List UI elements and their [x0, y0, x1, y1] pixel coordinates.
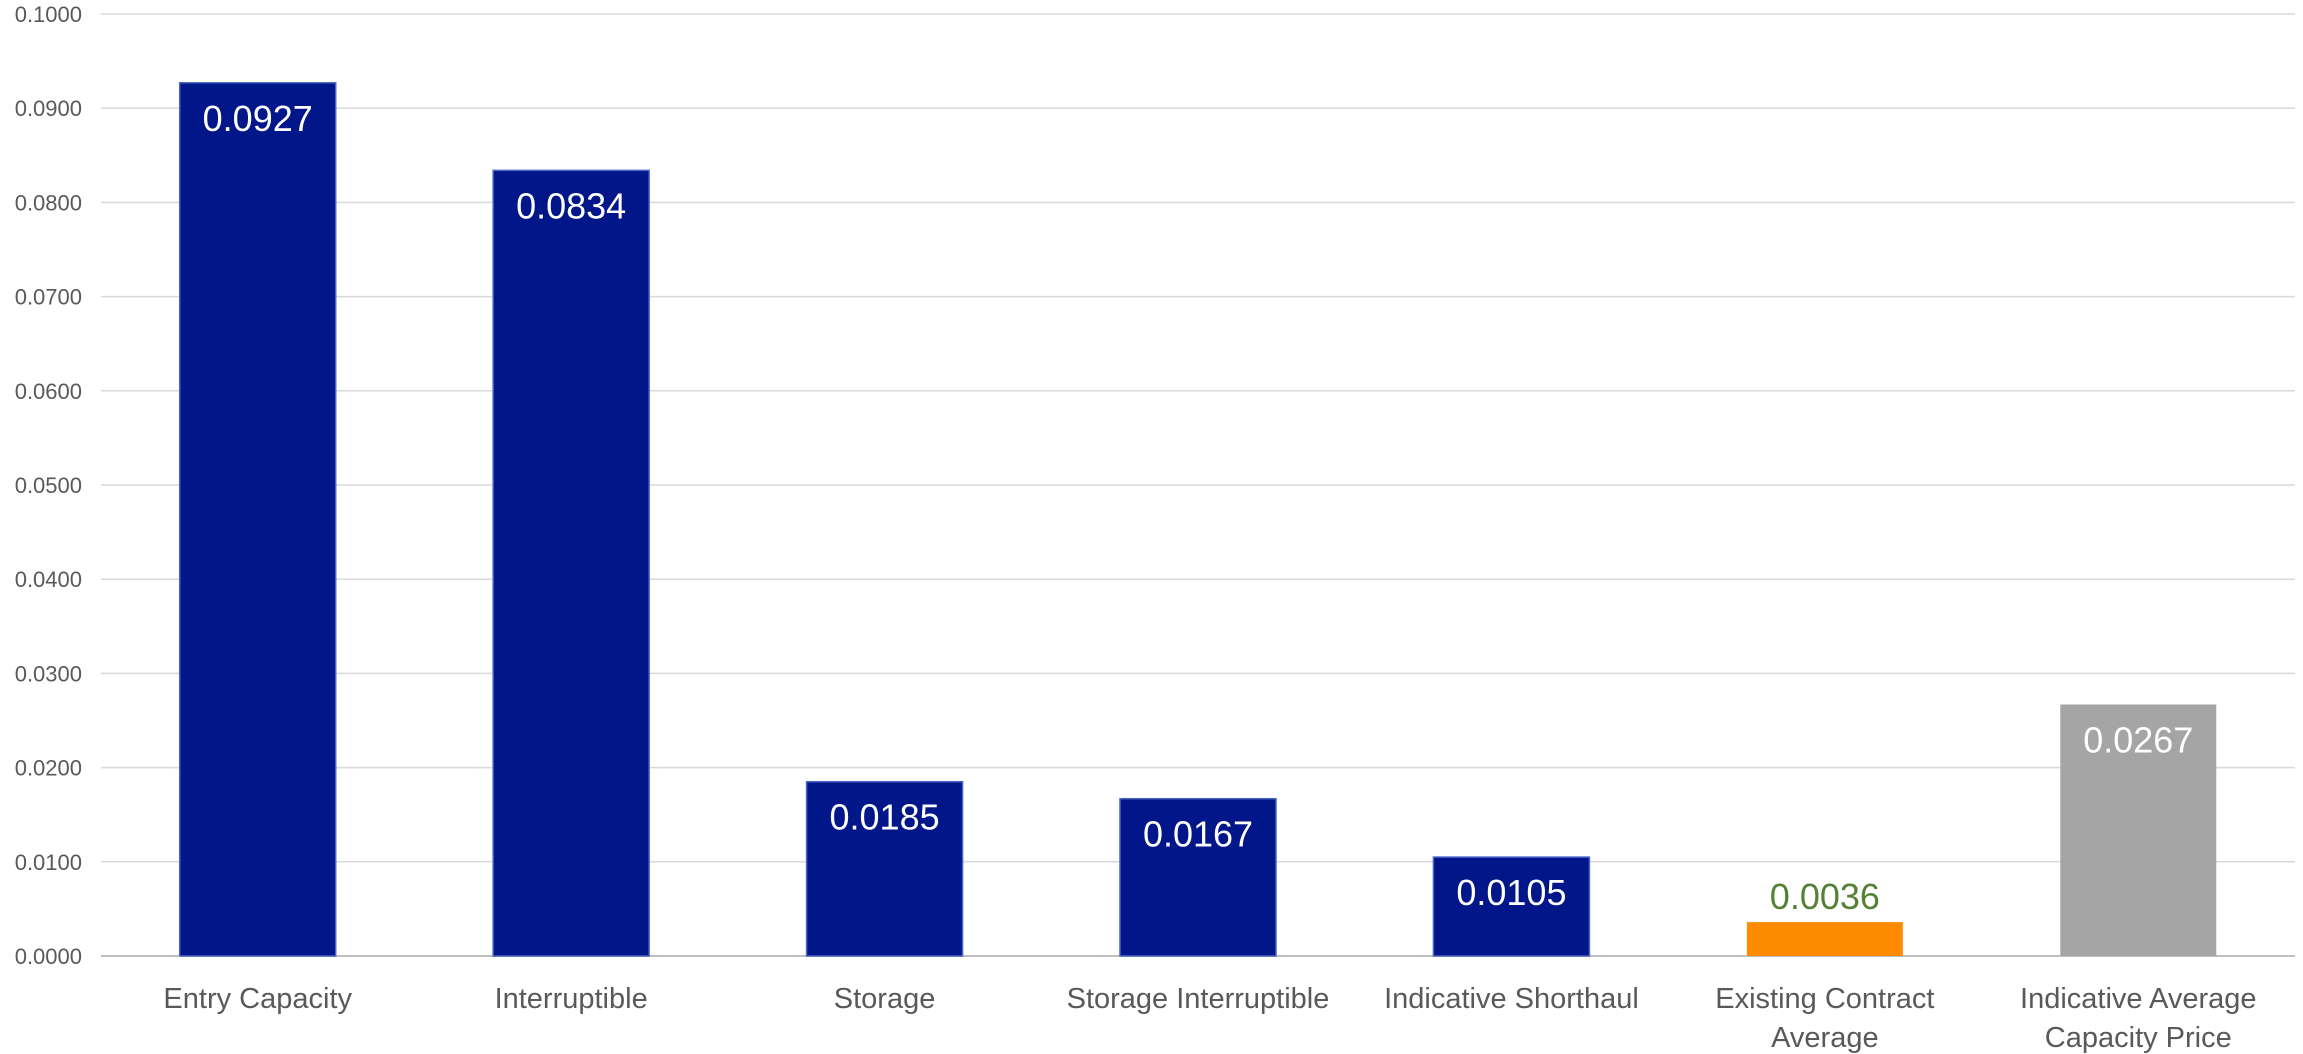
- x-category-label-line: Entry Capacity: [163, 983, 352, 1015]
- data-label: 0.0834: [516, 185, 626, 226]
- x-category-label-line: Average: [1771, 1022, 1879, 1054]
- y-tick-label: 0.0600: [15, 379, 82, 404]
- data-labels: 0.0927 0.0834 0.0185 0.0167 0.0105 0.0036 0.02…: [203, 98, 2194, 917]
- x-category-label-line: Capacity Price: [2045, 1022, 2232, 1054]
- y-tick-label: 0.0100: [15, 850, 82, 875]
- bar: [1746, 922, 1903, 956]
- x-axis-category-labels: Entry Capacity Interruptible Storage Storag…: [163, 983, 2256, 1054]
- y-tick-label: 0.0900: [15, 96, 82, 121]
- y-tick-label: 0.0300: [15, 661, 82, 686]
- bars: [178, 82, 2217, 957]
- x-category-label-line: Storage Interruptible: [1067, 983, 1330, 1015]
- bar: [1432, 856, 1591, 957]
- y-tick-label: 0.0700: [15, 285, 82, 310]
- x-category-label-line: Storage: [834, 983, 936, 1015]
- gridlines: [101, 13, 2295, 957]
- x-category-label-line: Existing Contract: [1715, 983, 1934, 1015]
- bar: [2060, 704, 2217, 956]
- bar: [178, 82, 337, 957]
- x-category-label: Storage Interruptible: [1067, 983, 1330, 1015]
- x-category-label: Entry Capacity: [163, 983, 352, 1015]
- data-label: 0.0167: [1143, 814, 1253, 855]
- x-category-label-line: Indicative Shorthaul: [1384, 983, 1639, 1015]
- y-tick-label: 0.0800: [15, 190, 82, 215]
- y-tick-label: 0.0000: [15, 944, 82, 969]
- y-tick-label: 0.0400: [15, 567, 82, 592]
- data-label: 0.0105: [1456, 872, 1566, 913]
- data-label: 0.0267: [2083, 719, 2193, 760]
- x-category-label: Existing Contract Average: [1715, 983, 1934, 1054]
- bar: [492, 169, 650, 957]
- y-tick-label: 0.0500: [15, 473, 82, 498]
- y-axis-tick-labels: 0.0000 0.0100 0.0200 0.0300 0.0400 0.0500 0.06…: [15, 2, 82, 969]
- data-label: 0.0185: [830, 797, 940, 838]
- bar: [805, 780, 964, 957]
- y-tick-label: 0.0200: [15, 756, 82, 781]
- x-category-label: Indicative Average Capacity Price: [2020, 983, 2256, 1054]
- bar: [1119, 797, 1277, 957]
- x-category-label: Interruptible: [495, 983, 648, 1015]
- x-category-label-line: Indicative Average: [2020, 983, 2256, 1015]
- x-category-label: Storage: [834, 983, 936, 1015]
- data-label: 0.0036: [1770, 876, 1880, 917]
- x-category-label-line: Interruptible: [495, 983, 648, 1015]
- data-label: 0.0927: [203, 98, 313, 139]
- x-category-label: Indicative Shorthaul: [1384, 983, 1639, 1015]
- y-tick-label: 0.1000: [15, 2, 82, 27]
